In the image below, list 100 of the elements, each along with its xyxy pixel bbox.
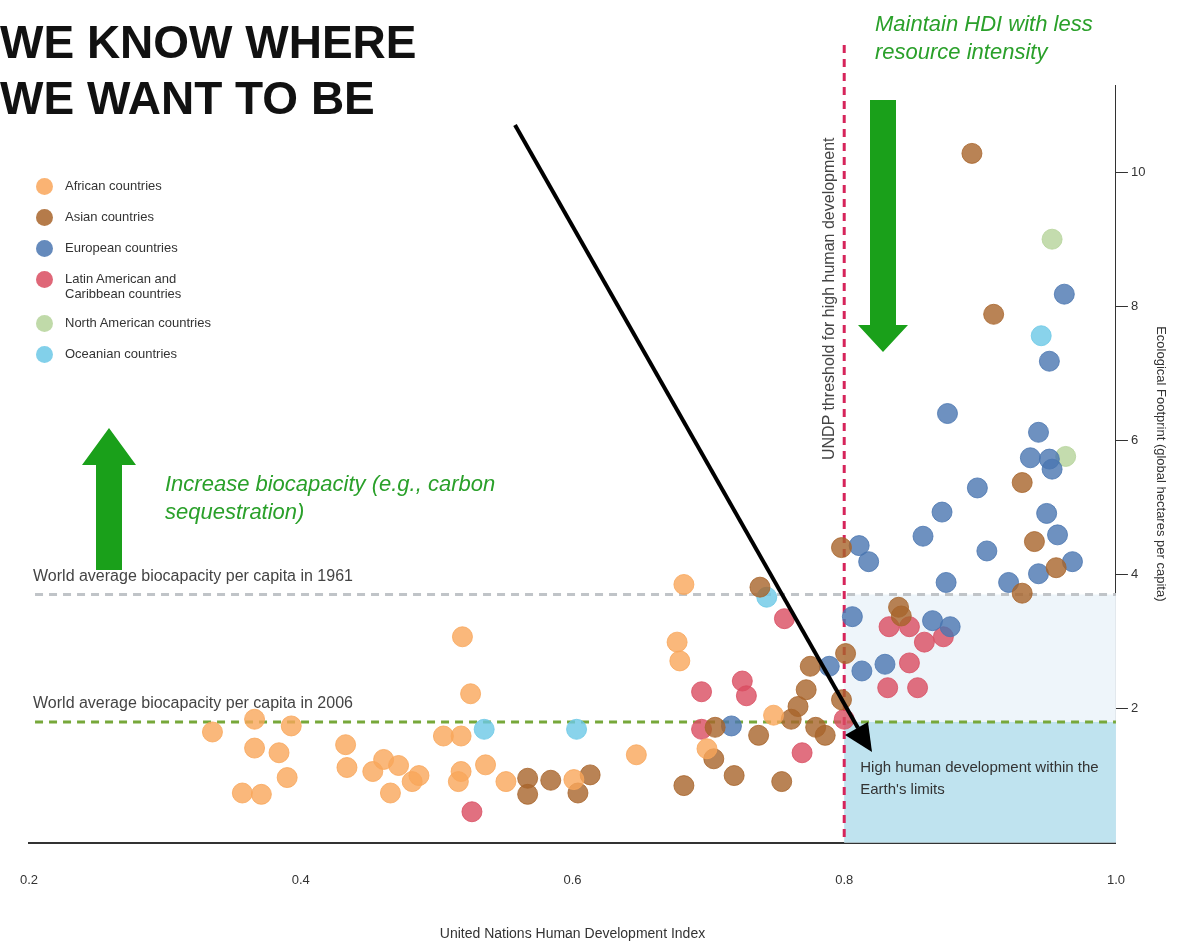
point — [983, 303, 1005, 325]
point — [447, 771, 469, 793]
point — [280, 715, 302, 737]
x-tick-label: 0.6 — [563, 871, 582, 887]
point — [723, 765, 745, 787]
point — [1038, 350, 1060, 372]
point — [1011, 472, 1033, 494]
point — [1041, 458, 1063, 480]
text: Maintain HDI with less resource intensity — [875, 10, 1094, 66]
point — [460, 683, 482, 705]
point — [335, 734, 357, 756]
x-tick-label: 0.2 — [20, 871, 39, 887]
point — [475, 754, 497, 776]
point — [780, 708, 802, 730]
band-label: High human development within the Earth's limits — [860, 757, 1099, 797]
point — [276, 767, 298, 789]
y-tick-label: 4 — [1130, 566, 1139, 581]
point — [877, 677, 899, 699]
point — [976, 540, 998, 562]
point — [795, 679, 817, 701]
point — [451, 626, 473, 648]
point — [939, 616, 961, 638]
point — [388, 755, 410, 776]
point — [691, 681, 713, 703]
y-tick-label: 6 — [1130, 431, 1139, 447]
point — [791, 742, 813, 764]
point — [566, 718, 588, 740]
point — [673, 775, 695, 797]
point — [771, 771, 793, 793]
point — [666, 631, 688, 653]
point — [931, 501, 953, 523]
point — [913, 631, 935, 653]
x-tick-label: 0.8 — [835, 871, 854, 887]
point — [858, 551, 880, 573]
point — [841, 606, 863, 628]
point — [1019, 447, 1041, 469]
point — [763, 704, 785, 726]
point — [1028, 421, 1049, 443]
point — [936, 403, 958, 425]
point — [1041, 228, 1063, 250]
point — [935, 571, 957, 593]
point — [735, 685, 757, 707]
legend-label: European countries — [65, 240, 179, 255]
point — [669, 650, 691, 672]
point — [898, 652, 920, 674]
point — [540, 769, 562, 791]
ref-line-label: UNDP threshold for high human development — [820, 136, 838, 460]
point — [851, 660, 873, 682]
legend-label: Latin American and Caribbean countries — [65, 271, 183, 301]
point — [625, 744, 647, 766]
point — [814, 724, 836, 746]
point — [336, 757, 358, 779]
y-tick-label: 2 — [1130, 700, 1139, 716]
legend-label: Asian countries — [65, 209, 155, 224]
point — [495, 771, 517, 793]
point — [907, 677, 929, 699]
point — [922, 610, 944, 632]
x-tick-label: 1.0 — [1106, 871, 1125, 887]
point — [1011, 582, 1033, 604]
point — [250, 783, 272, 805]
legend-label: African countries — [65, 178, 163, 193]
point — [704, 716, 726, 738]
point — [835, 643, 857, 665]
point — [696, 738, 718, 760]
y-tick-label: 10 — [1130, 163, 1146, 179]
point — [1030, 325, 1052, 347]
point — [579, 764, 601, 786]
point — [966, 477, 988, 499]
point — [1028, 563, 1049, 585]
point — [432, 725, 454, 747]
point — [748, 724, 770, 746]
y-axis-title: Ecological Footprint (global hectares per capita) — [1153, 326, 1169, 602]
point — [961, 142, 983, 164]
point — [1045, 557, 1067, 579]
point — [379, 782, 401, 804]
point — [563, 769, 585, 791]
ref-line-label: World average biocapacity per capita in 2006 — [33, 693, 354, 711]
x-axis-title: United Nations Human Development Index — [439, 925, 706, 942]
point — [1047, 524, 1069, 546]
point — [831, 537, 852, 559]
point — [231, 782, 253, 804]
y-tick-label: 8 — [1130, 297, 1139, 313]
point — [998, 571, 1020, 593]
point — [408, 765, 430, 787]
point — [799, 655, 821, 677]
point — [517, 783, 539, 805]
point — [912, 525, 934, 547]
point — [749, 576, 771, 598]
legend-label: North American countries — [65, 315, 212, 330]
point — [244, 737, 266, 759]
ref-line-label: World average biocapacity per capita in 1961 — [33, 566, 354, 584]
point — [673, 573, 695, 595]
point — [461, 801, 483, 823]
point — [450, 725, 472, 747]
legend-label: Oceanian countries — [65, 346, 178, 361]
point — [890, 605, 912, 627]
chart-title: WE KNOW WHERE WE WANT TO BE — [0, 15, 418, 126]
point — [1023, 531, 1045, 553]
point — [874, 653, 896, 675]
point — [1053, 283, 1075, 305]
